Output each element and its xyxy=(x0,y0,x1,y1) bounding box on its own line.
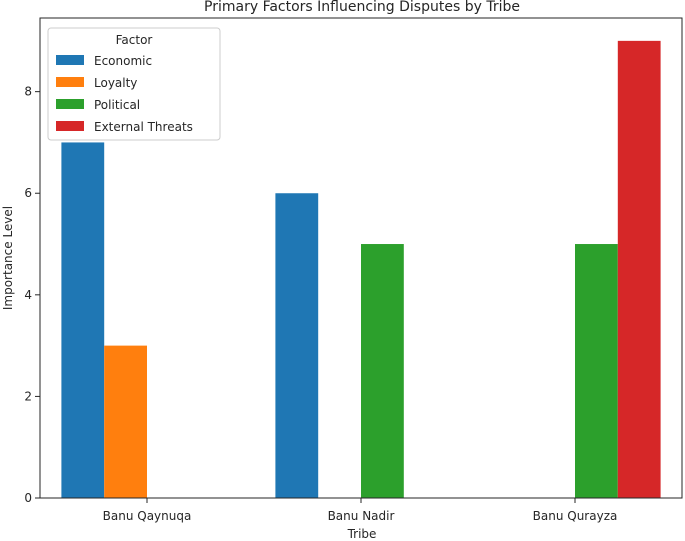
bar-banu-nadir-economic xyxy=(275,193,319,499)
axes: 0 2 4 6 8 Banu Qaynuqa Banu Nadir Banu Qurayza xyxy=(24,17,683,523)
legend-swatch-political xyxy=(56,99,84,109)
legend-label-political: Political xyxy=(94,98,140,112)
legend-swatch-external-threats xyxy=(56,121,84,131)
bar-banu-qurayza-political xyxy=(575,244,618,498)
y-tick-label: 8 xyxy=(24,85,32,99)
legend-label-loyalty: Loyalty xyxy=(94,76,137,90)
y-tick-label: 4 xyxy=(24,288,32,302)
x-tick-label: Banu Qurayza xyxy=(533,509,618,523)
y-axis-title: Importance Level xyxy=(1,206,15,310)
x-tick-label: Banu Qaynuqa xyxy=(103,509,192,523)
legend-box xyxy=(47,27,221,141)
x-tick-label: Banu Nadir xyxy=(328,509,395,523)
bar-banu-qurayza-external-threats xyxy=(617,40,661,499)
chart-title: Primary Factors Influencing Disputes by … xyxy=(204,0,520,15)
bar-banu-qaynuqa-loyalty xyxy=(104,345,147,498)
legend-label-external-threats: External Threats xyxy=(94,120,193,134)
legend: Factor Economic Loyalty Political External … xyxy=(47,27,221,141)
bar-banu-qaynuqa-economic xyxy=(61,142,105,498)
bars xyxy=(61,40,661,499)
legend-title: Factor xyxy=(116,33,153,47)
y-tick-label: 2 xyxy=(24,389,32,403)
legend-swatch-loyalty xyxy=(56,77,84,87)
x-axis-title: Tribe xyxy=(347,527,377,541)
y-tick-label: 6 xyxy=(24,186,32,200)
legend-label-economic: Economic xyxy=(94,54,152,68)
y-tick-label: 0 xyxy=(24,491,32,505)
bar-banu-nadir-political xyxy=(361,244,404,498)
legend-swatch-economic xyxy=(56,55,84,65)
